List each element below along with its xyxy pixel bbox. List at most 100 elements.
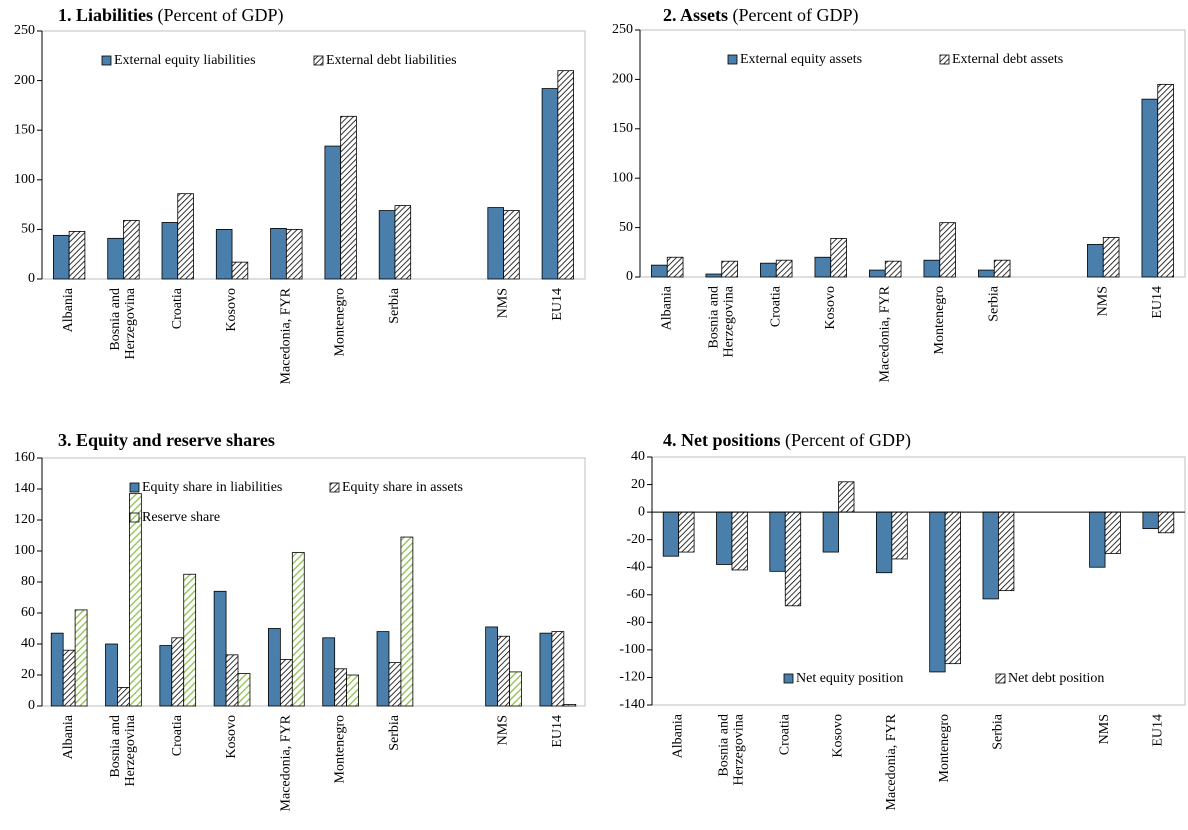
y-tick-label: 60 (21, 605, 35, 620)
bar (123, 220, 140, 280)
x-tick-label: Bosnia andHerzegovina (108, 287, 138, 359)
bar (891, 511, 908, 560)
y-tick-label: 100 (14, 172, 35, 187)
x-tick-label: Serbia (387, 714, 402, 751)
y-tick-label: -60 (626, 587, 645, 602)
bar (884, 260, 902, 278)
bar (213, 590, 227, 707)
title-main: 4. Net positions (663, 430, 781, 450)
title-sub: (Percent of GDP) (785, 430, 911, 451)
y-tick-label: 150 (14, 122, 35, 137)
x-tick-label: Croatia (170, 714, 185, 756)
bar (388, 662, 402, 707)
bar (291, 552, 305, 707)
y-tick-label: 100 (14, 543, 35, 558)
x-tick-label: Montenegro (333, 715, 348, 783)
bar (237, 673, 251, 707)
x-tick-label: Macedonia, FYR (877, 285, 892, 382)
bar (998, 511, 1015, 592)
x-tick-label: EU14 (550, 288, 565, 321)
bar (334, 668, 348, 707)
chart-title: 2. Assets (Percent of GDP) (663, 5, 858, 26)
bar (53, 234, 70, 280)
legend-swatch (995, 673, 1006, 684)
bar (944, 511, 962, 665)
y-tick-label: 160 (14, 450, 35, 465)
bar (400, 536, 414, 707)
y-tick-label: 40 (21, 636, 35, 651)
legend-label: External debt liabilities (326, 53, 457, 68)
bar (485, 626, 498, 707)
y-tick-label: 250 (612, 22, 633, 37)
bar (509, 671, 522, 707)
bar (171, 637, 185, 707)
legend-swatch (129, 512, 140, 523)
legend-swatch (101, 55, 112, 66)
y-tick-label: -140 (619, 697, 645, 712)
bar (378, 210, 396, 280)
chart-title: 1. Liabilities (Percent of GDP) (58, 5, 283, 26)
title-main: 2. Assets (663, 5, 728, 25)
x-tick-label: Serbia (991, 713, 1006, 750)
bar (557, 70, 574, 280)
x-tick-label: Macedonia, FYR (279, 287, 294, 384)
x-tick-label: Kosovo (831, 714, 846, 758)
legend-swatch (783, 673, 794, 684)
bar (721, 260, 738, 278)
y-tick-label: -80 (626, 615, 645, 630)
x-tick-label: Serbia (387, 287, 402, 324)
legend-label: Net equity position (796, 671, 903, 686)
x-tick-label: Kosovo (823, 286, 838, 330)
legend-label: Net debt position (1008, 671, 1104, 686)
x-tick-label: Kosovo (224, 715, 239, 759)
bar (105, 643, 118, 707)
bar (651, 264, 668, 278)
legend-swatch (939, 54, 950, 65)
y-tick-label: 50 (21, 222, 35, 237)
bar (769, 511, 786, 572)
bar (563, 704, 577, 707)
x-tick-label: Bosnia andHerzegovina (706, 285, 736, 357)
x-tick-label: Albania (671, 713, 686, 758)
x-tick-label: EU14 (1151, 714, 1166, 747)
bar (1102, 237, 1120, 278)
bar (268, 628, 281, 707)
x-tick-label: Albania (659, 285, 674, 330)
bar (107, 237, 124, 280)
legend-swatch (329, 482, 340, 493)
legend-label: External equity assets (740, 52, 862, 67)
x-tick-label: Macedonia, FYR (884, 713, 899, 810)
y-tick-label: 100 (612, 170, 633, 185)
legend-label: Equity share in liabilities (142, 480, 282, 495)
bar (993, 259, 1011, 278)
bar (923, 259, 941, 278)
bar (503, 210, 520, 280)
bar (716, 511, 733, 565)
bar (346, 674, 359, 707)
x-tick-label: EU14 (550, 715, 565, 748)
bar (159, 645, 173, 707)
x-tick-label: Montenegro (932, 286, 947, 354)
bar (497, 635, 510, 707)
bar (1104, 511, 1121, 554)
bar (760, 262, 777, 278)
bar (270, 228, 287, 280)
y-tick-label: 20 (631, 477, 645, 492)
bar (225, 654, 239, 707)
chart-title: 4. Net positions (Percent of GDP) (663, 430, 911, 451)
y-tick-label: 150 (612, 121, 633, 136)
bar (875, 511, 893, 574)
bar (1157, 83, 1174, 278)
x-tick-label: Montenegro (333, 288, 348, 356)
bar (50, 632, 64, 707)
bar (814, 256, 832, 278)
bar (939, 222, 956, 278)
bar (1141, 98, 1159, 278)
bar (1087, 243, 1104, 278)
bar (161, 222, 179, 280)
bar (929, 511, 946, 673)
y-tick-label: 200 (14, 73, 35, 88)
y-tick-label: 120 (14, 512, 35, 527)
bar (285, 228, 303, 280)
title-sub: (Percent of GDP) (158, 5, 284, 26)
